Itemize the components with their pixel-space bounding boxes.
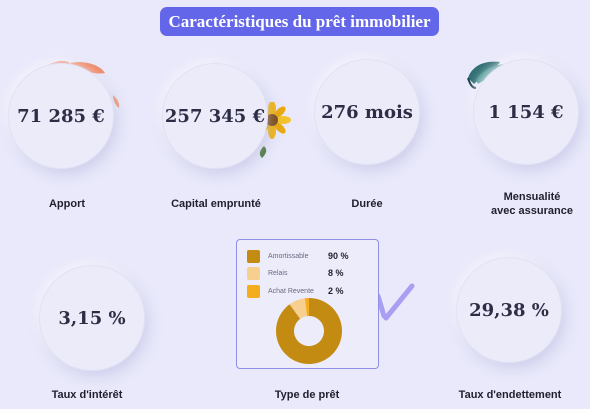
taux-label: Taux d'intérêt [51, 389, 123, 401]
endettement-value: 29,38 % [469, 299, 549, 321]
duree-value: 276 mois [321, 101, 413, 123]
capital-circle: 257 345 € [163, 64, 267, 168]
type-label: Type de prêt [274, 389, 340, 401]
mensualite-label-line1: Mensualité [503, 191, 561, 203]
taux-circle: 3,15 % [40, 266, 144, 370]
legend-swatch [247, 249, 260, 263]
taux-value: 3,15 % [58, 307, 126, 329]
legend-value: 2 % [328, 286, 344, 296]
legend-label: Relais [268, 269, 288, 277]
duree-circle: 276 mois [315, 60, 419, 164]
donut-slice-achat-revente [304, 298, 309, 317]
capital-label: Capital emprunté [171, 198, 261, 210]
legend-label: Amortissable [268, 252, 309, 260]
legend-value: 8 % [328, 268, 344, 278]
apport-circle: 71 285 € [9, 64, 113, 168]
apport-value: 71 285 € [17, 105, 105, 127]
donut-slice-relais [289, 298, 308, 319]
page-title: Caractéristiques du prêt immobilier [160, 7, 439, 36]
legend-item: Relais 8 % [247, 266, 367, 280]
mensualite-label: Mensualité avec assurance [462, 190, 590, 218]
endettement-circle: 29,38 % [457, 258, 561, 362]
mensualite-circle: 1 154 € [474, 60, 578, 164]
legend-swatch [247, 266, 260, 280]
legend-value: 90 % [328, 251, 349, 261]
capital-value: 257 345 € [164, 105, 266, 127]
duree-label: Durée [351, 198, 383, 210]
donut-chart [276, 298, 342, 364]
mensualite-label-line2: avec assurance [491, 205, 573, 217]
legend-item: Achat Revente 2 % [247, 284, 367, 298]
apport-label: Apport [48, 198, 86, 210]
endettement-label: Taux d'endettement [458, 389, 562, 401]
legend-swatch [247, 284, 260, 298]
legend-label: Achat Revente [268, 287, 314, 295]
purple-stroke-icon [375, 283, 415, 321]
mensualite-value: 1 154 € [488, 101, 564, 123]
loan-type-chart-card: Amortissable 90 % Relais 8 % Achat Revente 2 … [236, 239, 379, 369]
legend-item: Amortissable 90 % [247, 249, 367, 263]
donut-slice-amortissable [276, 298, 342, 364]
